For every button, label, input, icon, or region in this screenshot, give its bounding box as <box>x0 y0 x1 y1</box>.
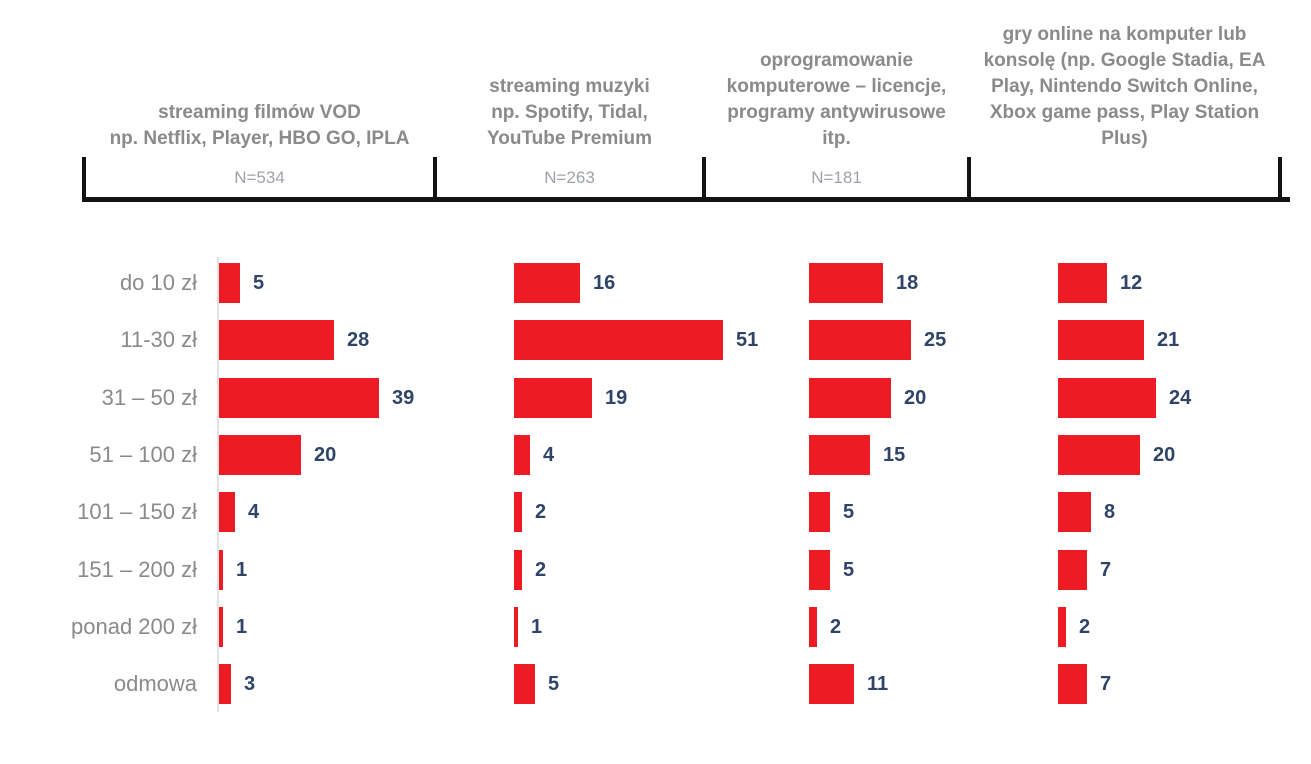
bar-value-label: 39 <box>392 386 415 409</box>
bar <box>219 263 240 303</box>
bar-value-label: 20 <box>904 386 927 409</box>
bar-value-label: 8 <box>1104 501 1116 524</box>
bar-value-label: 11 <box>867 673 889 696</box>
row-label: odmowa <box>113 671 197 697</box>
bar-value-label: 5 <box>253 272 265 294</box>
row-label: do 10 zł <box>119 270 197 295</box>
bar-value-label: 18 <box>896 272 919 294</box>
bracket-tick <box>433 157 437 198</box>
bar <box>809 263 883 303</box>
row-label: 11-30 zł <box>120 327 197 353</box>
bar <box>514 492 522 533</box>
column-header-music: streaming muzyki np. Spotify, Tidal, You… <box>435 14 704 152</box>
bar-value-label: 5 <box>843 501 855 524</box>
bar <box>809 435 870 476</box>
bar <box>1058 435 1140 476</box>
bar <box>1058 607 1066 648</box>
bar <box>1058 492 1091 533</box>
bar <box>219 607 223 648</box>
bar-value-label: 19 <box>605 386 628 409</box>
bar <box>1058 664 1087 705</box>
bar-value-label: 5 <box>843 558 855 581</box>
column-title: streaming filmów VOD np. Netflix, Player… <box>109 102 410 149</box>
bar <box>809 492 830 533</box>
sample-size-label: N=263 <box>544 168 595 187</box>
column-header-software: oprogramowanie komputerowe – licencje, p… <box>704 14 969 152</box>
axis-line <box>217 257 219 712</box>
bar-value-label: 2 <box>535 501 547 524</box>
sample-size-label: N=534 <box>234 168 285 187</box>
bracket-tick <box>82 157 86 198</box>
row-label: 51 – 100 zł <box>89 442 197 468</box>
bar <box>809 549 830 590</box>
bar-value-label: 1 <box>236 558 248 581</box>
row-label: 151 – 200 zł <box>77 556 197 582</box>
bar-value-label: 4 <box>248 501 260 524</box>
column-header-vod: streaming filmów VOD np. Netflix, Player… <box>84 14 435 152</box>
bar <box>219 377 379 418</box>
bar <box>1058 320 1144 361</box>
bar-value-label: 25 <box>924 329 947 352</box>
bar-value-label: 21 <box>1157 329 1180 352</box>
bar <box>1058 377 1156 418</box>
bar <box>514 320 723 361</box>
bar-value-label: 3 <box>244 673 256 696</box>
bracket-baseline <box>82 197 1290 202</box>
bar-value-label: 16 <box>593 272 616 294</box>
row-label: 31 – 50 zł <box>101 384 197 410</box>
bar <box>1058 263 1107 303</box>
bar-value-label: 2 <box>830 616 842 639</box>
bar-value-label: 20 <box>314 444 337 467</box>
column-title: streaming muzyki np. Spotify, Tidal, You… <box>486 76 653 149</box>
bar-value-label: 24 <box>1169 386 1192 409</box>
bar-value-label: 15 <box>883 444 906 467</box>
bar-value-label: 12 <box>1120 272 1143 294</box>
bar <box>514 664 535 705</box>
bracket-tick <box>967 157 971 198</box>
bar-value-label: 7 <box>1100 673 1112 696</box>
bar-value-label: 51 <box>736 329 759 352</box>
bar <box>514 549 522 590</box>
bar <box>219 320 334 361</box>
bar-value-label: 1 <box>236 616 248 639</box>
bracket-tick <box>702 157 706 198</box>
column-title: oprogramowanie komputerowe – licencje, p… <box>726 50 947 149</box>
bar <box>219 435 301 476</box>
bar-value-label: 2 <box>1079 616 1091 639</box>
column-header-games: gry online na komputer lub konsolę (np. … <box>969 14 1280 152</box>
column-title: gry online na komputer lub konsolę (np. … <box>983 24 1266 149</box>
bar-value-label: 20 <box>1153 444 1176 467</box>
bar <box>219 664 231 705</box>
bar-value-label: 5 <box>548 673 560 696</box>
bar <box>809 320 911 361</box>
bar <box>514 377 592 418</box>
bracket-tick <box>1278 157 1282 198</box>
row-label: ponad 200 zł <box>71 614 197 640</box>
bar-value-label: 1 <box>531 616 543 639</box>
bar <box>219 549 223 590</box>
bar-value-label: 7 <box>1100 558 1112 581</box>
bar <box>809 664 854 705</box>
bar-value-label: 4 <box>543 444 555 467</box>
bar <box>809 377 891 418</box>
bar <box>1058 549 1087 590</box>
sample-size-label: N=181 <box>811 168 862 187</box>
bar <box>809 607 817 648</box>
bar <box>219 492 235 533</box>
bar-value-label: 28 <box>347 329 370 352</box>
bar-value-label: 2 <box>535 558 547 581</box>
bar <box>514 607 518 648</box>
bar <box>514 263 580 303</box>
row-label: 101 – 150 zł <box>77 499 197 525</box>
bar <box>514 435 530 476</box>
